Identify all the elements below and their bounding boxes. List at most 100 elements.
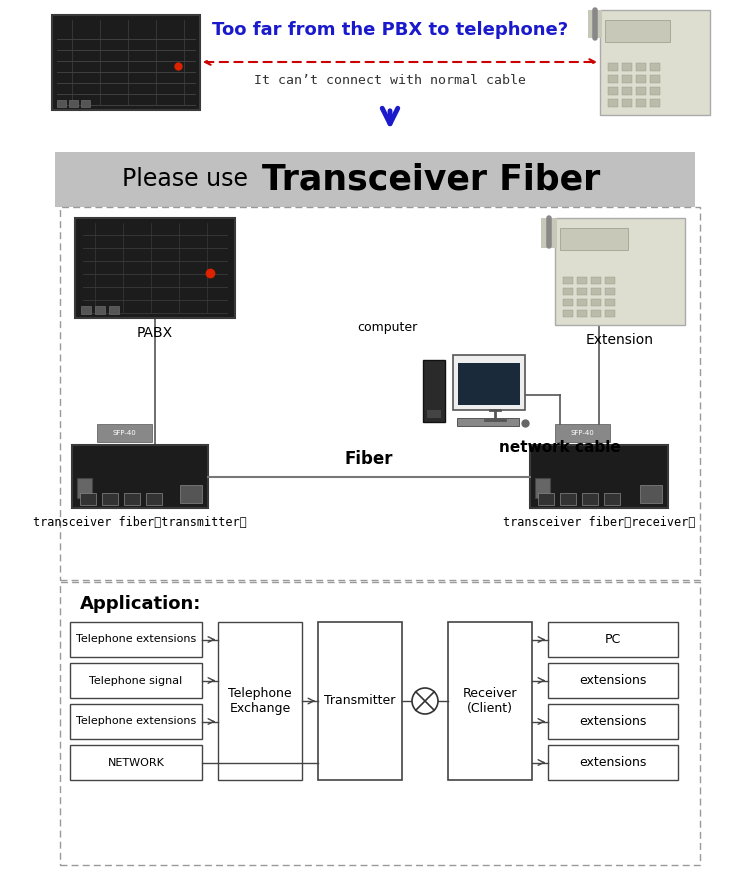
Bar — [70, 663, 202, 698]
Bar — [80, 493, 96, 505]
Text: PABX: PABX — [137, 326, 173, 340]
Bar — [636, 87, 646, 95]
Bar — [605, 299, 615, 306]
Text: Application:: Application: — [80, 595, 201, 613]
Bar — [124, 493, 140, 505]
Bar — [448, 622, 532, 780]
Bar — [97, 424, 152, 442]
Text: Fiber: Fiber — [345, 451, 393, 468]
Bar — [548, 704, 678, 739]
Bar — [60, 582, 700, 865]
Text: It can’t connect with normal cable: It can’t connect with normal cable — [254, 74, 526, 87]
Bar — [605, 277, 615, 284]
Text: extensions: extensions — [579, 756, 646, 769]
Bar — [318, 622, 402, 780]
Text: network cable: network cable — [500, 440, 621, 455]
Bar — [604, 493, 620, 505]
Text: Please use: Please use — [122, 167, 255, 192]
Bar — [548, 622, 678, 657]
Text: Receiver
(Client): Receiver (Client) — [463, 687, 518, 715]
Bar — [146, 493, 162, 505]
Bar — [81, 100, 90, 107]
Text: extensions: extensions — [579, 674, 646, 687]
Bar — [457, 418, 519, 426]
Bar — [102, 493, 118, 505]
Bar — [563, 288, 573, 295]
Bar — [636, 75, 646, 83]
Bar — [605, 288, 615, 295]
Bar — [72, 445, 208, 508]
Bar — [650, 63, 660, 71]
Text: extensions: extensions — [579, 715, 646, 728]
Bar — [180, 485, 202, 503]
Bar — [650, 87, 660, 95]
Bar — [582, 493, 598, 505]
Bar — [588, 10, 602, 38]
Text: transceiver fiber（transmitter）: transceiver fiber（transmitter） — [33, 516, 247, 529]
Bar — [81, 306, 91, 314]
Circle shape — [412, 688, 438, 714]
Bar — [60, 207, 700, 580]
Text: Transceiver Fiber: Transceiver Fiber — [262, 163, 600, 197]
Bar — [577, 299, 587, 306]
Bar — [650, 99, 660, 107]
Bar — [591, 288, 601, 295]
Bar — [530, 445, 668, 508]
Bar — [608, 63, 618, 71]
Bar — [560, 228, 628, 250]
Text: Telephone extensions: Telephone extensions — [76, 634, 196, 645]
Bar — [591, 299, 601, 306]
Bar — [70, 745, 202, 780]
Bar — [555, 218, 685, 325]
Bar — [563, 299, 573, 306]
Bar — [535, 478, 550, 498]
Bar — [577, 277, 587, 284]
Bar — [70, 622, 202, 657]
Bar — [636, 63, 646, 71]
Bar — [605, 20, 670, 42]
Text: Transmitter: Transmitter — [324, 695, 396, 708]
Bar — [650, 75, 660, 83]
Bar — [453, 355, 525, 410]
Bar — [548, 663, 678, 698]
Bar — [57, 100, 66, 107]
Bar — [608, 99, 618, 107]
Bar — [636, 99, 646, 107]
Text: transceiver fiber（receiver）: transceiver fiber（receiver） — [503, 516, 695, 529]
Bar — [560, 493, 576, 505]
Bar — [77, 478, 92, 498]
Bar — [555, 424, 610, 442]
Bar — [577, 310, 587, 317]
Text: SFP-40: SFP-40 — [112, 430, 136, 436]
Bar — [622, 87, 632, 95]
Bar — [75, 218, 235, 318]
Bar — [622, 75, 632, 83]
Bar — [70, 704, 202, 739]
Bar — [458, 363, 520, 405]
Bar — [541, 218, 557, 248]
Text: NETWORK: NETWORK — [107, 758, 164, 767]
Bar — [69, 100, 78, 107]
Bar — [52, 15, 200, 110]
Bar — [622, 99, 632, 107]
Bar — [427, 410, 441, 418]
Bar — [608, 75, 618, 83]
Bar — [109, 306, 119, 314]
Bar — [563, 310, 573, 317]
Bar — [591, 277, 601, 284]
Bar — [538, 493, 554, 505]
Text: Too far from the PBX to telephone?: Too far from the PBX to telephone? — [212, 21, 568, 39]
Bar — [218, 622, 302, 780]
Text: Telephone signal: Telephone signal — [89, 676, 183, 685]
Bar — [640, 485, 662, 503]
Bar — [55, 152, 695, 207]
Bar — [600, 10, 710, 115]
Bar — [563, 277, 573, 284]
Bar — [423, 360, 445, 422]
Bar — [591, 310, 601, 317]
Text: Telephone
Exchange: Telephone Exchange — [228, 687, 292, 715]
Text: Telephone extensions: Telephone extensions — [76, 717, 196, 726]
Bar — [95, 306, 105, 314]
Text: computer: computer — [357, 320, 417, 333]
Bar — [608, 87, 618, 95]
